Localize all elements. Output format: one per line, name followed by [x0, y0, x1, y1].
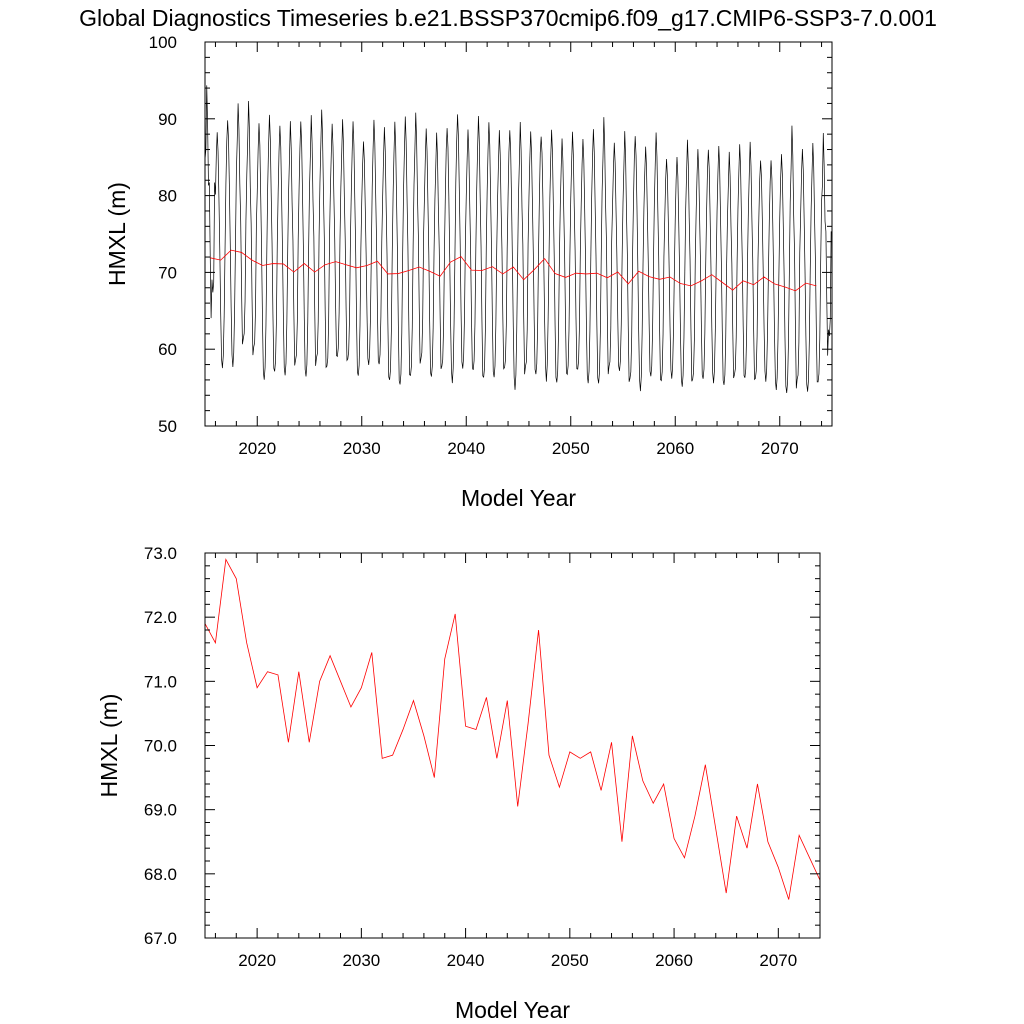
- y-tick-label: 68.0: [144, 865, 177, 884]
- y-tick-label: 71.0: [144, 672, 177, 691]
- annual-mean-line: [205, 558, 820, 900]
- top-panel-axes: 2020 2030 2040 2050 2060 2070 50 60 70 80 90 100: [149, 33, 832, 458]
- y-tick-label: 67.0: [144, 929, 177, 948]
- top-panel-frame: [204, 41, 833, 427]
- y-tick-label: 70.0: [144, 737, 177, 756]
- series-group: [205, 558, 820, 900]
- y-tick-label: 73.0: [144, 544, 177, 563]
- y-tick-label: 90: [158, 110, 177, 129]
- bottom-y-axis-title: HMXL (m): [96, 694, 122, 798]
- figure-title: Global Diagnostics Timeseries b.e21.BSSP…: [79, 5, 937, 31]
- x-tick-label: 2040: [447, 439, 485, 458]
- x-tick-label: 2030: [343, 439, 381, 458]
- y-tick-label: 100: [149, 33, 177, 52]
- x-tick-label: 2070: [759, 951, 797, 970]
- x-tick-label: 2030: [342, 951, 380, 970]
- bottom-panel: 2020 2030 2040 2050 2060 2070 67.0 68.0 69.0 70.0…: [96, 544, 821, 1023]
- x-tick-label: 2050: [551, 951, 589, 970]
- top-panel: 2020 2030 2040 2050 2060 2070 50 60 70 80 90 100 Mo…: [104, 33, 833, 511]
- x-tick-label: 2020: [238, 951, 276, 970]
- y-tick-label: 80: [158, 187, 177, 206]
- y-tick-label: 69.0: [144, 801, 177, 820]
- x-tick-label: 2070: [761, 439, 799, 458]
- x-tick-label: 2040: [447, 951, 485, 970]
- x-tick-label: 2020: [238, 439, 276, 458]
- y-tick-label: 70: [158, 263, 177, 282]
- bottom-x-axis-title: Model Year: [455, 997, 570, 1023]
- bottom-plot-area: [205, 558, 820, 900]
- x-tick-label: 2050: [552, 439, 590, 458]
- y-tick-label: 72.0: [144, 608, 177, 627]
- x-tick-label: 2060: [655, 951, 693, 970]
- monthly-series-line: [205, 85, 832, 394]
- top-x-axis-title: Model Year: [461, 485, 576, 511]
- annual-mean-line: [210, 249, 817, 292]
- y-tick-label: 50: [158, 417, 177, 436]
- top-y-axis-title: HMXL (m): [104, 182, 130, 286]
- y-tick-label: 60: [158, 340, 177, 359]
- x-tick-label: 2060: [656, 439, 694, 458]
- series-group: [205, 85, 832, 394]
- top-plot-area: [205, 85, 832, 394]
- bottom-panel-axes: 2020 2030 2040 2050 2060 2070 67.0 68.0 69.0 70.0…: [144, 544, 821, 970]
